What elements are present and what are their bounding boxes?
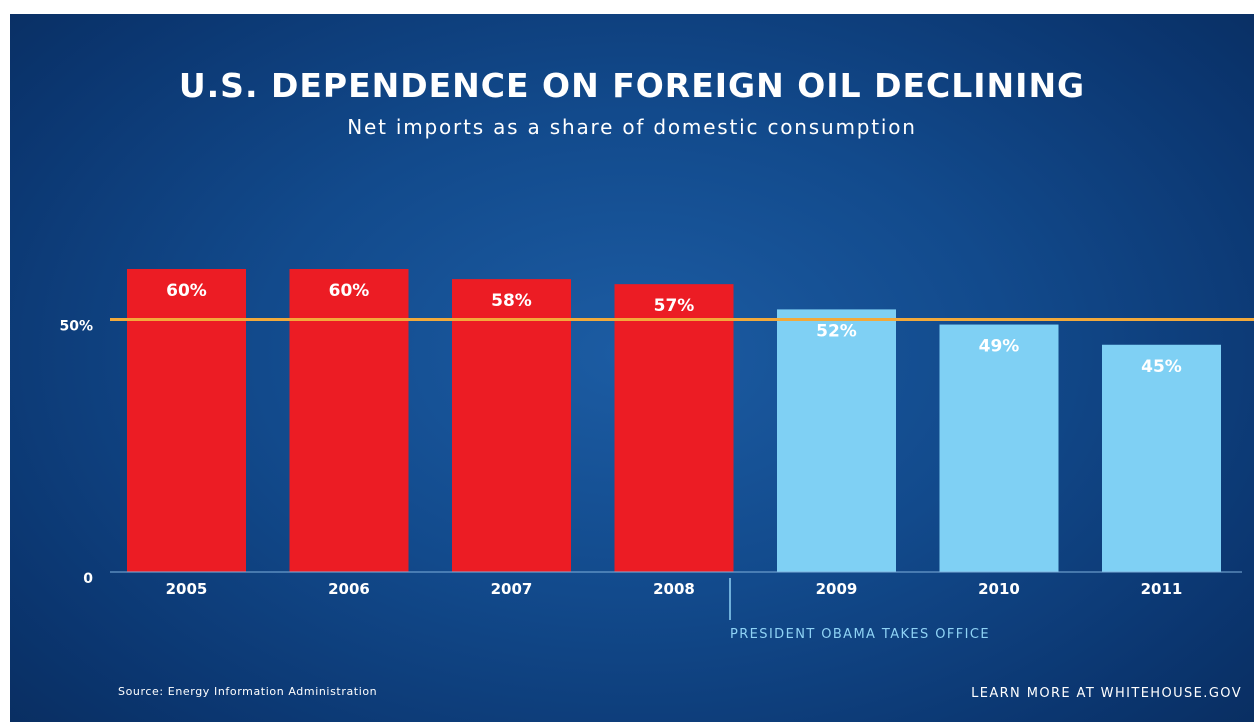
- bar-2006: [289, 269, 409, 572]
- bars-group: 60% 60% 58% 57% 52% 49% 45%: [127, 269, 1221, 572]
- data-label-2010: 49%: [979, 337, 1020, 357]
- data-label-2011: 45%: [1141, 357, 1182, 377]
- source-note: Source: Energy Information Administratio…: [118, 685, 377, 698]
- x-tick-2008: 2008: [653, 580, 695, 598]
- chart-frame: U.S. DEPENDENCE ON FOREIGN OIL DECLINING…: [10, 14, 1254, 722]
- bar-chart: U.S. DEPENDENCE ON FOREIGN OIL DECLINING…: [59, 66, 1254, 701]
- data-label-2008: 57%: [654, 296, 695, 316]
- y-ticks-group: 2005 2006 2007 2008 2009 2010 2011 0 50%: [59, 319, 1182, 599]
- learn-more-link[interactable]: LEARN MORE AT WHITEHOUSE.GOV: [971, 686, 1242, 701]
- data-label-2009: 52%: [816, 321, 857, 341]
- y-tick-0: 0: [83, 571, 93, 587]
- x-tick-2006: 2006: [328, 580, 370, 598]
- x-tick-2005: 2005: [166, 580, 208, 598]
- x-tick-2011: 2011: [1141, 580, 1183, 598]
- bar-2011: [1102, 344, 1221, 572]
- data-label-2006: 60%: [329, 281, 370, 301]
- bar-2008: [614, 284, 734, 572]
- chart-title: U.S. DEPENDENCE ON FOREIGN OIL DECLINING: [179, 66, 1085, 105]
- bar-2009: [777, 309, 896, 572]
- bar-2005: [127, 269, 246, 572]
- bar-2007: [452, 279, 571, 572]
- data-label-2005: 60%: [166, 281, 207, 301]
- x-tick-2009: 2009: [816, 580, 858, 598]
- data-label-2007: 58%: [491, 291, 532, 311]
- x-tick-2010: 2010: [978, 580, 1020, 598]
- x-tick-2007: 2007: [491, 580, 533, 598]
- chart-subtitle: Net imports as a share of domestic consu…: [347, 115, 917, 139]
- y-tick-50: 50%: [59, 319, 93, 335]
- bar-2010: [939, 324, 1059, 572]
- obama-annotation: PRESIDENT OBAMA TAKES OFFICE: [730, 627, 990, 642]
